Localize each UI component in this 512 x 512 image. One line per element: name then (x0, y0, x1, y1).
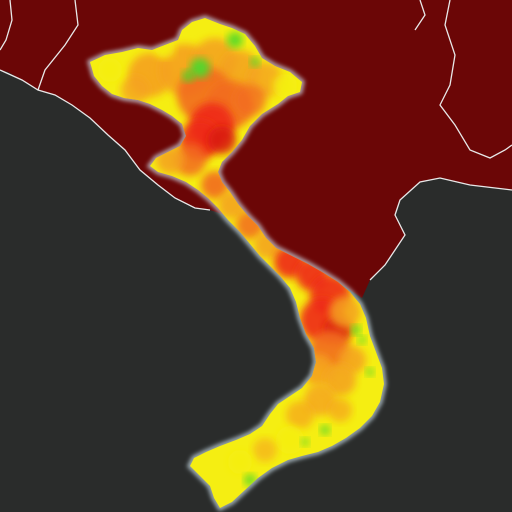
heat-patch (286, 401, 314, 429)
border-line (439, 0, 512, 159)
heat-patch (121, 76, 149, 104)
heat-patch (227, 32, 243, 48)
heat-patch (250, 57, 260, 67)
heat-patch (98, 58, 122, 82)
heat-patch (208, 126, 236, 154)
heat-patch (234, 84, 266, 116)
heat-patch (253, 438, 277, 462)
border-line (0, 0, 13, 51)
country-heat-overlay (87, 15, 387, 512)
heat-patch (351, 325, 361, 335)
border-line (414, 0, 426, 31)
heat-patch (329, 296, 361, 328)
heat-patch (320, 425, 330, 435)
country-borders (0, 0, 512, 281)
heat-patch (366, 368, 374, 376)
heat-patch (228, 450, 252, 474)
heat-patch (328, 398, 352, 422)
heat-patch (273, 74, 297, 98)
heat-patch (324, 364, 356, 396)
border-line (369, 177, 512, 281)
heat-patch (276, 426, 304, 454)
heat-patch (301, 438, 309, 446)
country-shape (90, 18, 384, 508)
heat-patch (190, 58, 210, 78)
heat-patch (174, 144, 206, 176)
heat-patch (182, 70, 194, 82)
border-line (37, 0, 79, 91)
heat-patch (358, 336, 366, 344)
